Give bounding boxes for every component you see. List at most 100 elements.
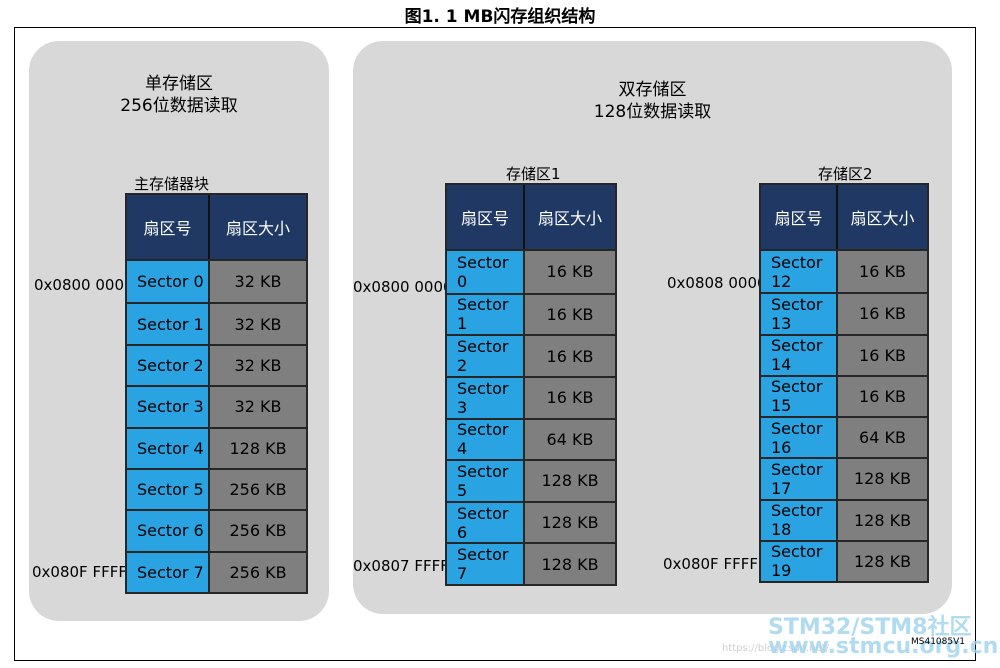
sector-name-cell: Sector 2 xyxy=(447,336,525,376)
sector-size-cell: 32 KB xyxy=(210,261,306,303)
sector-size-cell: 256 KB xyxy=(210,511,306,551)
single-bank-title-line2: 256位数据读取 xyxy=(120,96,238,116)
sector-size-cell: 256 KB xyxy=(210,552,306,592)
table-row: Sector 5 128 KB xyxy=(447,459,615,501)
main-memory-block-label: 主存储器块 xyxy=(134,175,210,193)
table-row: Sector 6 128 KB xyxy=(447,500,615,543)
watermark-url: www.stmcu.org.cn xyxy=(768,634,999,659)
table-row: Sector 4 128 KB xyxy=(127,426,306,468)
sector-name-cell: Sector 18 xyxy=(761,500,838,540)
sector-name-cell: Sector 2 xyxy=(127,345,210,386)
figure-code: MS41085V1 xyxy=(911,637,965,647)
bank1-start-address: 0x0800 0000 xyxy=(353,278,453,296)
sector-name-cell: Sector 1 xyxy=(127,304,210,344)
table-header: 扇区号 扇区大小 xyxy=(447,185,615,251)
sector-name-cell: Sector 14 xyxy=(761,335,838,375)
table-body: Sector 12 16 KB Sector 13 16 KB Sector 14 16 … xyxy=(761,251,927,581)
table-row: Sector 3 16 KB xyxy=(447,375,615,418)
bank2-end-address: 0x080F FFFF xyxy=(663,555,758,573)
single-bank-sector-table: 扇区号 扇区大小 Sector 0 32 KB Sector 1 32 KB Sector … xyxy=(125,193,308,594)
table-row: Sector 16 64 KB xyxy=(761,416,927,458)
sector-name-cell: Sector 6 xyxy=(447,502,525,543)
table-row: Sector 14 16 KB xyxy=(761,333,927,375)
sector-name-cell: Sector 7 xyxy=(127,552,210,592)
bank2-label: 存储区2 xyxy=(818,165,873,183)
sector-name-cell: Sector 4 xyxy=(127,428,210,468)
sector-size-cell: 32 KB xyxy=(210,387,306,427)
sector-size-cell: 16 KB xyxy=(838,251,927,293)
bank1-sector-table: 扇区号 扇区大小 Sector 0 16 KB Sector 1 16 KB Sector … xyxy=(445,183,617,586)
header-sector-size: 扇区大小 xyxy=(525,185,615,249)
table-row: Sector 7 128 KB xyxy=(447,542,615,584)
header-sector-number: 扇区号 xyxy=(127,195,210,259)
sector-size-cell: 128 KB xyxy=(525,502,615,543)
sector-name-cell: Sector 0 xyxy=(127,261,210,303)
sector-size-cell: 128 KB xyxy=(525,461,615,501)
table-header: 扇区号 扇区大小 xyxy=(761,185,927,251)
sector-size-cell: 16 KB xyxy=(525,294,615,335)
sector-size-cell: 256 KB xyxy=(210,469,306,510)
sector-size-cell: 32 KB xyxy=(210,304,306,344)
sector-size-cell: 64 KB xyxy=(838,418,927,458)
sector-size-cell: 128 KB xyxy=(525,544,615,584)
sector-name-cell: Sector 12 xyxy=(761,251,838,293)
sector-size-cell: 16 KB xyxy=(525,251,615,293)
sector-size-cell: 32 KB xyxy=(210,345,306,386)
left-end-address: 0x080F FFFF xyxy=(32,563,127,581)
bank1-end-address: 0x0807 FFFF xyxy=(353,557,449,575)
table-row: Sector 1 32 KB xyxy=(127,302,306,344)
sector-size-cell: 128 KB xyxy=(838,459,927,499)
table-row: Sector 19 128 KB xyxy=(761,539,927,581)
header-sector-size: 扇区大小 xyxy=(210,195,306,259)
table-row: Sector 2 32 KB xyxy=(127,343,306,386)
table-row: Sector 6 256 KB xyxy=(127,509,306,551)
sector-name-cell: Sector 3 xyxy=(447,377,525,418)
table-row: Sector 3 32 KB xyxy=(127,385,306,427)
table-header: 扇区号 扇区大小 xyxy=(127,195,306,261)
sector-name-cell: Sector 1 xyxy=(447,294,525,335)
table-body: Sector 0 32 KB Sector 1 32 KB Sector 2 32 KB S… xyxy=(127,261,306,592)
bank2-start-address: 0x0808 0000 xyxy=(667,274,767,292)
table-row: Sector 0 16 KB xyxy=(447,251,615,293)
table-row: Sector 5 256 KB xyxy=(127,467,306,510)
dual-bank-title: 双存储区 128位数据读取 xyxy=(353,79,952,123)
sector-name-cell: Sector 0 xyxy=(447,251,525,293)
watermark-brand: STM32/STM8社区 xyxy=(768,615,972,640)
single-bank-title-line1: 单存储区 xyxy=(145,74,213,94)
table-row: Sector 12 16 KB xyxy=(761,251,927,293)
header-sector-number: 扇区号 xyxy=(447,185,525,249)
sector-name-cell: Sector 3 xyxy=(127,387,210,427)
table-row: Sector 1 16 KB xyxy=(447,292,615,335)
sector-size-cell: 128 KB xyxy=(838,500,927,540)
sector-size-cell: 128 KB xyxy=(838,541,927,581)
sector-size-cell: 64 KB xyxy=(525,419,615,460)
table-row: Sector 0 32 KB xyxy=(127,261,306,303)
table-body: Sector 0 16 KB Sector 1 16 KB Sector 2 16 KB S… xyxy=(447,251,615,584)
sector-name-cell: Sector 17 xyxy=(761,459,838,499)
bank1-label: 存储区1 xyxy=(506,165,561,183)
sector-size-cell: 16 KB xyxy=(525,336,615,376)
figure-frame xyxy=(14,27,976,661)
sector-size-cell: 16 KB xyxy=(838,294,927,334)
sector-name-cell: Sector 15 xyxy=(761,376,838,416)
sector-size-cell: 128 KB xyxy=(210,428,306,468)
table-row: Sector 18 128 KB xyxy=(761,498,927,540)
sector-name-cell: Sector 16 xyxy=(761,418,838,458)
sector-name-cell: Sector 6 xyxy=(127,511,210,551)
dual-bank-title-line2: 128位数据读取 xyxy=(593,102,712,122)
table-row: Sector 2 16 KB xyxy=(447,334,615,376)
figure-title: 图1. 1 MB闪存组织结构 xyxy=(404,7,596,27)
sector-name-cell: Sector 13 xyxy=(761,294,838,334)
table-row: Sector 13 16 KB xyxy=(761,292,927,334)
sector-size-cell: 16 KB xyxy=(838,376,927,416)
sector-name-cell: Sector 4 xyxy=(447,419,525,460)
sector-name-cell: Sector 19 xyxy=(761,541,838,581)
bank2-sector-table: 扇区号 扇区大小 Sector 12 16 KB Sector 13 16 KB Secto… xyxy=(759,183,929,583)
sector-size-cell: 16 KB xyxy=(525,377,615,418)
sector-name-cell: Sector 7 xyxy=(447,544,525,584)
table-row: Sector 4 64 KB xyxy=(447,417,615,460)
watermark-url-blog: https://blog.csdn.net/ xyxy=(722,643,829,654)
sector-name-cell: Sector 5 xyxy=(127,469,210,510)
table-row: Sector 7 256 KB xyxy=(127,550,306,592)
sector-size-cell: 16 KB xyxy=(838,335,927,375)
